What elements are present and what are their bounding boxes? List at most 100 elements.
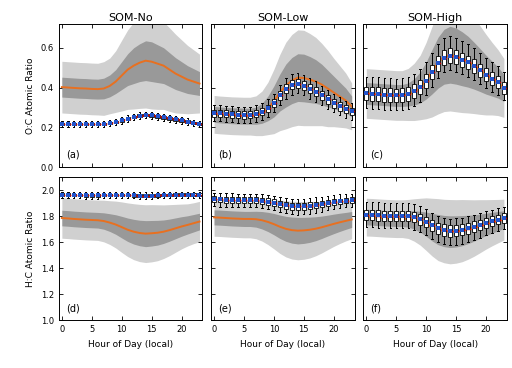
Title: SOM-Low: SOM-Low [257,13,309,23]
Bar [212,110,216,117]
Bar [466,223,470,234]
Bar [314,202,318,208]
Bar [132,116,136,118]
Bar [242,112,246,118]
Bar [179,119,184,122]
Bar [290,80,294,89]
Bar [478,220,482,230]
Bar [218,110,222,117]
Text: (c): (c) [371,150,383,160]
Bar [254,197,258,203]
Bar [400,211,404,221]
Bar [490,216,494,226]
Bar [212,196,216,202]
Bar [436,223,440,234]
Bar [161,116,166,119]
Bar [460,53,464,67]
Bar [224,110,228,117]
Bar [236,111,240,118]
Bar [150,114,154,117]
Bar [260,108,264,115]
Bar [400,88,404,102]
Bar [337,198,342,204]
Bar [266,105,270,112]
Bar [344,198,348,204]
Bar [90,194,94,197]
Bar [454,50,458,64]
X-axis label: Hour of Day (local): Hour of Day (local) [393,340,478,348]
Bar [96,123,100,125]
Bar [319,201,324,207]
Bar [382,210,387,221]
Bar [448,225,452,237]
Bar [472,60,476,73]
Bar [101,194,106,196]
Bar [388,88,392,102]
Bar [248,111,252,118]
Bar [60,123,64,125]
Bar [478,64,482,77]
Bar [364,210,369,220]
Bar [156,115,160,118]
Text: (d): (d) [66,303,80,313]
X-axis label: Hour of Day (local): Hour of Day (local) [88,340,173,348]
Bar [66,123,70,125]
Bar [337,102,342,110]
Bar [191,193,196,196]
Bar [484,68,488,81]
Title: SOM-No: SOM-No [109,13,153,23]
Bar [197,123,202,125]
Bar [376,210,380,220]
Bar [278,91,282,100]
Bar [436,56,440,71]
Bar [254,110,258,117]
Bar [502,213,506,223]
Bar [108,122,112,124]
Bar [332,199,336,205]
Bar [197,193,202,196]
Bar [66,193,70,196]
Bar [272,99,276,107]
Bar [394,211,398,221]
Bar [308,84,312,93]
Bar [284,202,288,209]
Bar [496,215,500,224]
Bar [418,80,422,94]
Bar [248,197,252,203]
Text: (b): (b) [218,150,232,160]
Bar [224,197,228,202]
Bar [319,91,324,100]
Bar [230,197,234,203]
Bar [430,65,434,79]
Bar [272,199,276,206]
Bar [314,87,318,96]
Bar [191,122,196,124]
Bar [167,117,172,120]
Bar [326,200,330,206]
Bar [230,111,234,118]
Bar [278,201,282,208]
Bar [138,114,142,117]
Bar [448,48,452,63]
X-axis label: Hour of Day (local): Hour of Day (local) [240,340,326,348]
Bar [114,121,118,123]
Bar [412,212,416,222]
Bar [266,198,270,205]
Bar [260,198,264,204]
Bar [174,118,178,121]
Bar [490,72,494,85]
Bar [502,82,506,94]
Bar [138,194,142,197]
Bar [424,217,428,227]
Bar [442,50,446,65]
Bar [296,203,300,210]
Bar [344,105,348,113]
Bar [406,211,410,221]
Text: (a): (a) [66,150,80,160]
Bar [143,114,148,116]
Text: (f): (f) [371,303,381,313]
Bar [125,194,130,197]
Bar [284,84,288,93]
Bar [460,224,464,236]
Bar [174,194,178,196]
